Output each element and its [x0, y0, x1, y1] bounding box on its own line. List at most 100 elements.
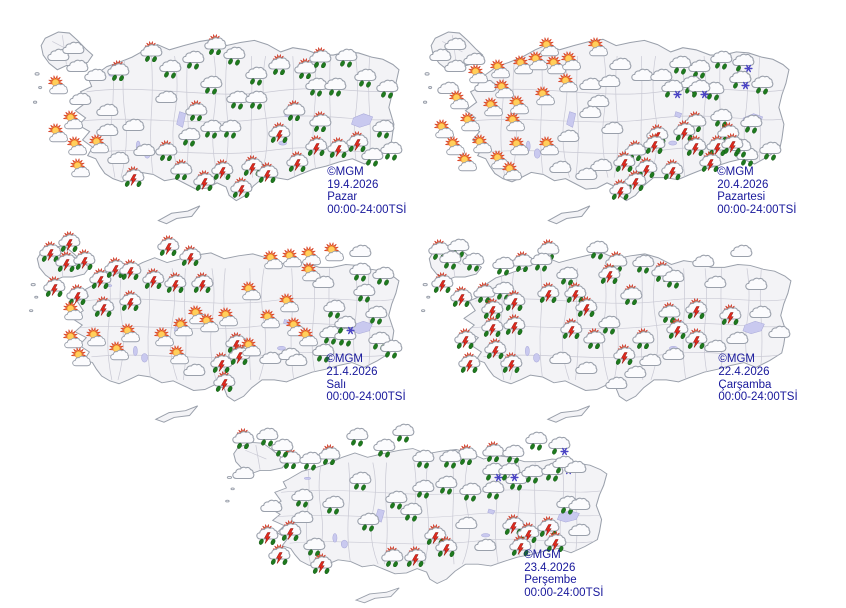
cloudy-icon — [290, 505, 314, 528]
thunderstorm-icon — [536, 280, 560, 303]
cloudy-icon — [563, 455, 587, 478]
day-text: Perşembe — [524, 574, 577, 587]
sunny-shower-icon — [380, 544, 404, 567]
thunderstorm-icon — [121, 164, 145, 187]
rain-shower-icon — [631, 251, 655, 274]
cloudy-icon — [154, 85, 178, 108]
sunny-shower-icon — [282, 98, 306, 121]
map-label-5: ©MGM 23.4.2026 Perşembe 00:00-24:00TSİ — [524, 549, 603, 600]
cloudy-icon — [65, 54, 89, 77]
cloudy-icon — [311, 270, 335, 293]
sunny-shower-icon — [683, 109, 707, 132]
cloudy-icon — [661, 342, 685, 365]
thunderstorm-icon — [516, 520, 540, 543]
partly-cloudy-icon — [443, 135, 467, 158]
partly-cloudy-icon — [296, 326, 320, 349]
rain-shower-icon — [438, 247, 462, 270]
thunderstorm-icon — [118, 288, 142, 311]
rain-shower-icon — [371, 263, 395, 286]
rain-shower-icon — [244, 63, 268, 86]
rain-shower-icon — [311, 340, 335, 363]
sunny-shower-icon — [308, 109, 332, 132]
rain-shower-icon — [375, 76, 399, 99]
cloudy-icon — [454, 511, 478, 534]
date-text: 21.4.2026 — [326, 365, 378, 378]
sunny-shower-icon — [293, 56, 317, 80]
thunderstorm-icon — [508, 533, 532, 556]
partly-cloudy-icon — [488, 58, 512, 81]
sunny-shower-icon — [582, 326, 606, 350]
cloudy-icon — [231, 461, 255, 484]
thunderstorm-icon — [683, 133, 707, 157]
thunderstorm-icon — [720, 131, 744, 154]
cloudy-icon — [748, 300, 772, 323]
partly-cloudy-icon — [107, 340, 131, 363]
cloudy-icon — [589, 153, 613, 176]
sunny-shower-icon — [317, 442, 341, 466]
rain-shower-icon — [222, 43, 246, 66]
rain-shower-icon — [372, 435, 396, 458]
thunderstorm-icon — [267, 120, 291, 143]
sunny-shower-icon — [184, 98, 208, 121]
sleet-snow-icon — [547, 433, 571, 456]
rain-shower-icon — [360, 144, 384, 167]
rain-shower-icon — [709, 47, 733, 70]
cloudy-icon — [725, 326, 749, 349]
thunderstorm-icon — [309, 551, 333, 574]
partly-cloudy-icon — [197, 312, 221, 335]
sunny-shower-icon — [308, 45, 332, 69]
rain-shower-icon — [356, 509, 380, 532]
thunderstorm-icon — [304, 133, 328, 157]
rain-shower-icon — [323, 74, 347, 97]
thunderstorm-icon — [483, 336, 507, 360]
cloudy-icon — [95, 98, 119, 121]
thunderstorm-icon — [574, 294, 598, 317]
thunderstorm-icon — [190, 270, 214, 293]
cloudy-icon — [744, 272, 768, 295]
cloudy-icon — [548, 155, 572, 178]
thunderstorm-icon — [178, 243, 202, 267]
thunderstorm-icon — [665, 316, 689, 339]
rain-shower-icon — [461, 249, 485, 272]
thunderstorm-icon — [612, 342, 636, 366]
rain-shower-icon — [491, 253, 515, 276]
sunny-shower-icon — [139, 39, 163, 62]
copyright-text: ©MGM — [327, 166, 364, 179]
rain-shower-icon — [555, 263, 579, 286]
thunderstorm-icon — [536, 514, 560, 538]
rain-shower-icon — [434, 472, 458, 495]
partly-cloudy-icon — [481, 96, 505, 119]
cloudy-icon — [586, 89, 610, 112]
thunderstorm-icon — [559, 316, 583, 339]
cloudy-icon — [61, 36, 85, 59]
hours-text: 00:00-24:00TSİ — [326, 391, 406, 404]
partly-cloudy-icon — [280, 247, 304, 270]
rain-shower-icon — [458, 479, 482, 502]
date-text: 23.4.2026 — [524, 561, 576, 574]
partly-cloudy-icon — [466, 63, 490, 86]
rain-shower-icon — [158, 56, 182, 79]
cloudy-icon — [132, 138, 156, 161]
cloudy-icon — [638, 348, 662, 371]
thunderstorm-icon — [430, 270, 454, 293]
cloudy-icon — [623, 360, 647, 383]
thunderstorm-icon — [634, 155, 658, 179]
rain-shower-icon — [411, 446, 435, 469]
day-text: Salı — [326, 378, 347, 391]
rain-shower-icon — [597, 312, 621, 335]
thunderstorm-icon — [57, 229, 81, 253]
thunderstorm-icon — [229, 175, 253, 198]
partly-cloudy-icon — [87, 133, 111, 156]
rain-shower-icon — [524, 428, 548, 451]
rain-shower-icon — [739, 111, 763, 134]
partly-cloudy-icon — [118, 322, 142, 345]
thunderstorm-icon — [255, 160, 279, 183]
partly-cloudy-icon — [258, 308, 282, 331]
sunny-shower-icon — [631, 326, 655, 350]
partly-cloudy-icon — [470, 133, 494, 156]
cloudy-icon — [574, 356, 598, 379]
sleet-snow-icon — [687, 76, 711, 99]
rain-shower-icon — [585, 237, 609, 260]
partly-cloudy-icon — [61, 109, 85, 132]
